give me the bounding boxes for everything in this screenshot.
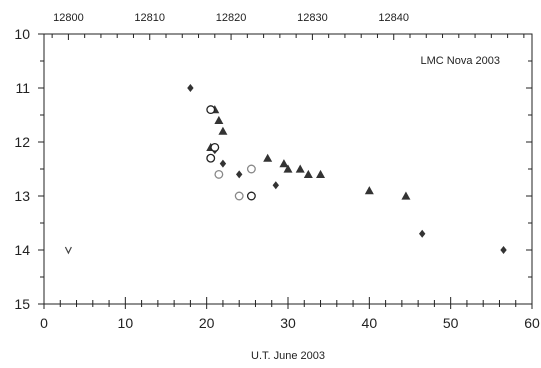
top-tick-label: 12810 — [134, 12, 165, 24]
x-tick-label: 30 — [280, 315, 296, 331]
x-tick-label: 20 — [199, 315, 215, 331]
x-tick-label: 10 — [118, 315, 134, 331]
x-tick-label: 60 — [524, 315, 540, 331]
diamond-marker — [272, 181, 279, 190]
triangle-marker — [295, 164, 305, 173]
triangle-marker — [279, 159, 289, 168]
triangle-marker — [263, 153, 273, 162]
x-tick-label: 40 — [362, 315, 378, 331]
triangle-marker — [218, 126, 228, 135]
x-tick-label: 50 — [443, 315, 459, 331]
triangle-marker — [401, 191, 411, 200]
y-tick-label: 11 — [15, 80, 30, 96]
triangle-marker — [214, 115, 224, 124]
diamond-marker — [187, 84, 194, 92]
triangle-marker — [283, 164, 293, 173]
top-tick-label: 12820 — [216, 12, 247, 24]
open-circle-marker — [246, 191, 256, 201]
y-tick-label: 10 — [14, 26, 30, 42]
y-tick-label: 12 — [14, 134, 30, 150]
open-circle-marker — [206, 105, 216, 115]
triangle-marker — [316, 169, 326, 178]
open-circle-gray-marker — [214, 169, 224, 179]
diamond-marker — [219, 159, 227, 168]
top-axis-ticks: 12800 12810 12820 12830 12840 — [51, 12, 525, 40]
diamond-marker — [419, 229, 426, 238]
top-tick-label: 12800 — [53, 12, 84, 24]
y-axis-ticks: 10 11 12 13 14 15 — [14, 26, 532, 312]
x-axis-ticks: 0 10 20 30 40 50 60 — [40, 297, 540, 331]
diamond-marker — [500, 246, 507, 254]
x-axis-title: U.T. June 2003 — [251, 350, 325, 362]
y-tick-label: 15 — [14, 296, 30, 312]
open-circle-marker — [210, 142, 220, 152]
top-tick-label: 12830 — [297, 12, 328, 24]
open-circle-gray-marker — [234, 191, 244, 201]
top-tick-label: 12840 — [378, 12, 409, 24]
data-points — [64, 84, 507, 255]
triangle-marker — [303, 169, 313, 178]
open-circle-marker — [206, 153, 216, 163]
x-tick-label: 0 — [40, 315, 48, 331]
diamond-marker — [236, 170, 243, 179]
y-tick-label: 13 — [14, 188, 30, 204]
upper-limit-marker — [64, 246, 72, 255]
open-circle-gray-marker — [246, 164, 256, 174]
y-tick-label: 14 — [14, 242, 30, 258]
triangle-marker — [364, 186, 374, 195]
chart-annotation: LMC Nova 2003 — [421, 55, 501, 67]
